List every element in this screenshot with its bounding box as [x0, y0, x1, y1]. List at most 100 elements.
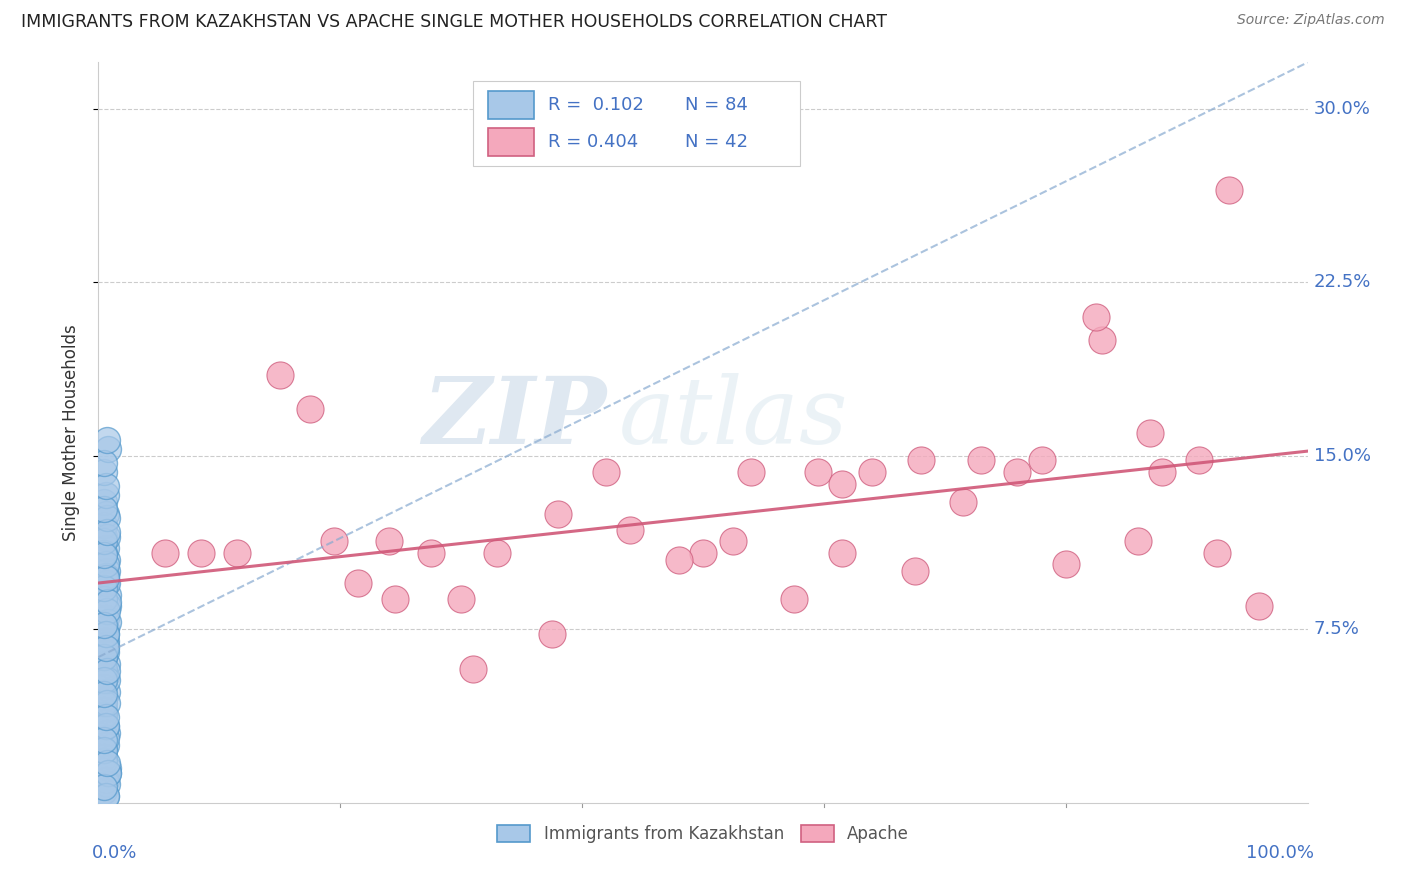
Point [96, 576, 118, 591]
Text: Source: ZipAtlas.com: Source: ZipAtlas.com [1237, 13, 1385, 28]
Point [94, 789, 117, 803]
Point [93, 696, 115, 710]
Point [93, 703, 115, 717]
Point [94, 719, 117, 733]
Point [93, 599, 115, 614]
Point [93, 650, 115, 665]
Point [93, 749, 115, 764]
Point [93, 742, 115, 756]
Point [93, 780, 115, 794]
Point [595, 465, 617, 479]
Point [1128, 534, 1150, 549]
Text: atlas: atlas [619, 373, 848, 463]
Y-axis label: Single Mother Households: Single Mother Households [62, 325, 80, 541]
Text: N = 42: N = 42 [685, 133, 748, 151]
Point [347, 576, 370, 591]
Point [384, 592, 406, 607]
Point [910, 453, 932, 467]
Point [96, 433, 118, 447]
Point [1007, 465, 1029, 479]
Point [94, 541, 117, 556]
Point [96, 696, 118, 710]
Text: R =  0.102: R = 0.102 [548, 95, 644, 113]
Point [94, 668, 117, 682]
Point [94, 488, 117, 502]
Point [94, 479, 117, 493]
Point [93, 622, 115, 636]
Point [668, 553, 690, 567]
Point [377, 534, 399, 549]
Point [97, 765, 120, 780]
Point [94, 640, 117, 655]
Point [96, 657, 118, 671]
Point [96, 511, 118, 525]
Text: N = 84: N = 84 [685, 95, 748, 113]
Point [93, 662, 115, 676]
Point [269, 368, 291, 382]
Point [463, 662, 485, 676]
Point [723, 534, 745, 549]
Point [226, 546, 249, 560]
Point [692, 546, 714, 560]
FancyBboxPatch shape [474, 81, 800, 166]
Point [93, 465, 115, 479]
Point [93, 691, 115, 706]
Point [96, 664, 118, 678]
Legend: Immigrants from Kazakhstan, Apache: Immigrants from Kazakhstan, Apache [491, 819, 915, 850]
Text: 7.5%: 7.5% [1313, 620, 1360, 639]
Text: 30.0%: 30.0% [1313, 100, 1371, 118]
Point [1139, 425, 1161, 440]
Point [93, 784, 115, 798]
Point [94, 627, 117, 641]
Point [1085, 310, 1108, 324]
Point [540, 627, 562, 641]
Point [831, 546, 853, 560]
Text: IMMIGRANTS FROM KAZAKHSTAN VS APACHE SINGLE MOTHER HOUSEHOLDS CORRELATION CHART: IMMIGRANTS FROM KAZAKHSTAN VS APACHE SIN… [21, 13, 887, 31]
Point [97, 765, 120, 780]
Point [93, 502, 115, 516]
Point [740, 465, 762, 479]
Point [93, 548, 115, 562]
Point [96, 604, 118, 618]
Point [94, 710, 117, 724]
Point [1206, 546, 1229, 560]
Point [97, 599, 120, 614]
Point [94, 610, 117, 624]
Point [190, 546, 212, 560]
Text: R = 0.404: R = 0.404 [548, 133, 638, 151]
Point [153, 546, 176, 560]
Point [94, 772, 117, 787]
Point [860, 465, 883, 479]
Point [1091, 333, 1114, 347]
Point [94, 731, 117, 745]
Point [420, 546, 443, 560]
Point [94, 622, 117, 636]
Point [93, 733, 115, 747]
Point [96, 756, 118, 771]
Point [97, 615, 120, 630]
Point [93, 534, 115, 549]
Point [1054, 558, 1077, 572]
Point [94, 569, 117, 583]
Point [547, 507, 569, 521]
Point [96, 726, 118, 740]
Text: 100.0%: 100.0% [1246, 844, 1313, 862]
Point [970, 453, 993, 467]
Point [96, 565, 118, 579]
Text: ZIP: ZIP [422, 373, 606, 463]
Point [97, 588, 120, 602]
Point [1249, 599, 1271, 614]
FancyBboxPatch shape [488, 91, 534, 119]
Point [93, 546, 115, 560]
Point [97, 761, 120, 775]
Point [94, 645, 117, 659]
Point [1031, 453, 1053, 467]
Point [93, 617, 115, 632]
Point [93, 518, 115, 533]
Point [93, 714, 115, 729]
Point [94, 507, 117, 521]
Point [93, 680, 115, 694]
Point [94, 719, 117, 733]
Point [97, 594, 120, 608]
FancyBboxPatch shape [488, 128, 534, 156]
